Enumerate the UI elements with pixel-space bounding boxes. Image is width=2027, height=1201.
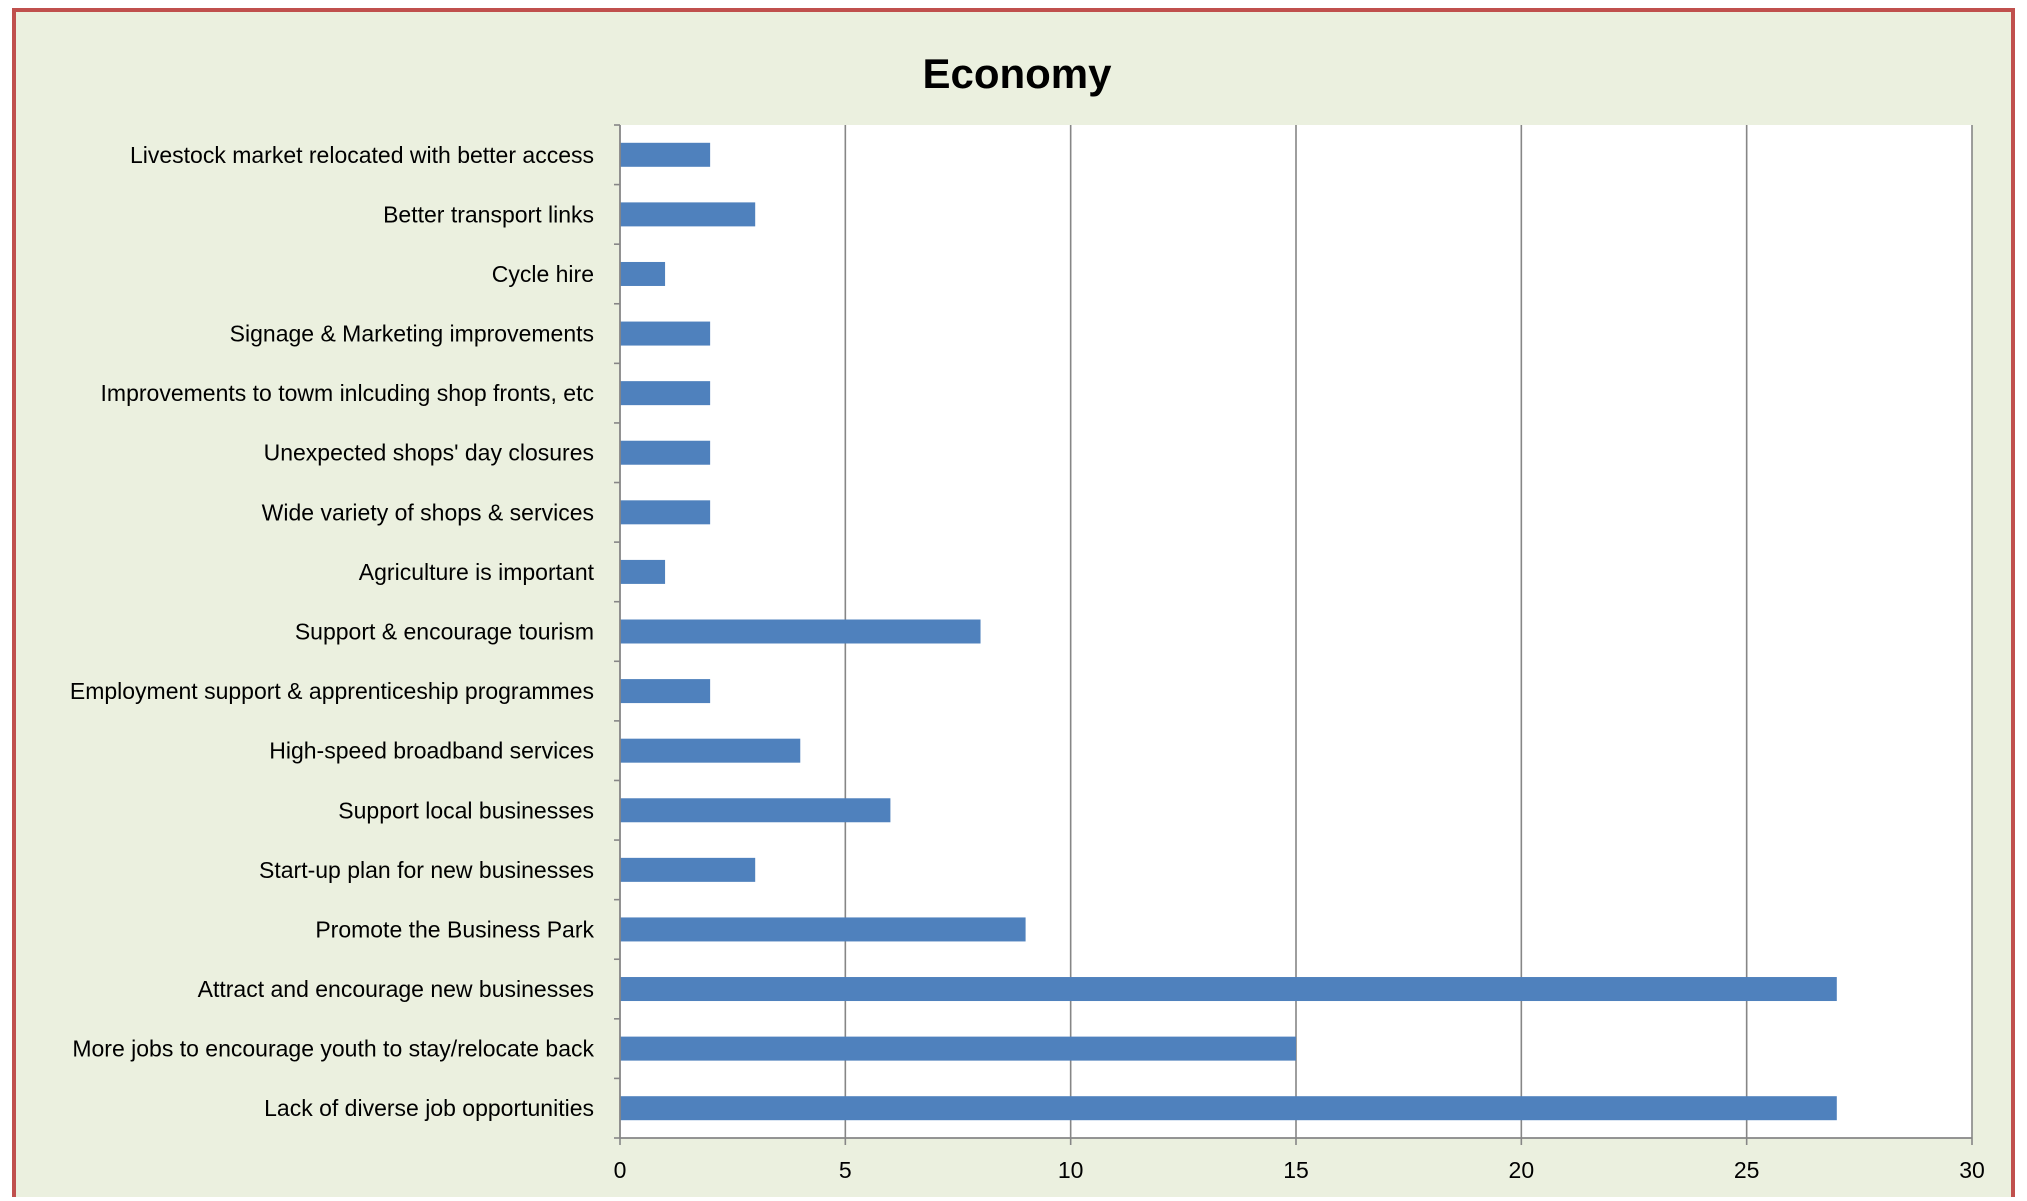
- chart-title: Economy: [922, 50, 1112, 97]
- bar: [620, 202, 756, 227]
- plot-area: Livestock market relocated with better a…: [70, 124, 1985, 1183]
- bar: [620, 1036, 1296, 1061]
- category-label: Start-up plan for new businesses: [259, 857, 594, 883]
- bar: [620, 679, 711, 704]
- category-label: Improvements to towm inlcuding shop fron…: [101, 380, 594, 406]
- chart-frame: Economy Livestock market relocated with …: [12, 8, 2015, 1197]
- category-label: Better transport links: [383, 201, 594, 227]
- bar: [620, 381, 711, 406]
- category-label: Cycle hire: [492, 261, 594, 287]
- bar: [620, 261, 666, 286]
- bar: [620, 500, 711, 525]
- category-label: Employment support & apprenticeship prog…: [70, 678, 594, 704]
- x-tick-label: 10: [1058, 1157, 1084, 1183]
- x-tick-label: 25: [1734, 1157, 1760, 1183]
- bar: [620, 857, 756, 882]
- bar: [620, 738, 801, 763]
- category-label: Livestock market relocated with better a…: [130, 142, 594, 168]
- category-label: Promote the Business Park: [315, 916, 594, 942]
- bar: [620, 321, 711, 346]
- bar: [620, 142, 711, 167]
- category-label: Attract and encourage new businesses: [198, 976, 594, 1002]
- bar: [620, 1096, 1837, 1121]
- category-label: Lack of diverse job opportunities: [264, 1095, 594, 1121]
- x-tick-label: 20: [1509, 1157, 1535, 1183]
- category-label: Unexpected shops' day closures: [264, 440, 594, 466]
- bar: [620, 440, 711, 465]
- bar: [620, 559, 666, 584]
- category-label: Signage & Marketing improvements: [230, 321, 594, 347]
- category-label: Support & encourage tourism: [295, 619, 594, 645]
- category-label: More jobs to encourage youth to stay/rel…: [72, 1036, 594, 1062]
- x-tick-label: 5: [839, 1157, 852, 1183]
- x-tick-label: 15: [1283, 1157, 1309, 1183]
- category-label: High-speed broadband services: [269, 738, 594, 764]
- x-tick-label: 30: [1959, 1157, 1985, 1183]
- category-label: Wide variety of shops & services: [262, 499, 594, 525]
- x-tick-label: 0: [614, 1157, 627, 1183]
- category-label: Support local businesses: [338, 797, 594, 823]
- bar: [620, 798, 891, 823]
- bar: [620, 619, 981, 644]
- bar: [620, 977, 1837, 1002]
- economy-bar-chart: Economy Livestock market relocated with …: [70, 50, 1985, 1183]
- category-label: Agriculture is important: [359, 559, 595, 585]
- bar: [620, 917, 1026, 942]
